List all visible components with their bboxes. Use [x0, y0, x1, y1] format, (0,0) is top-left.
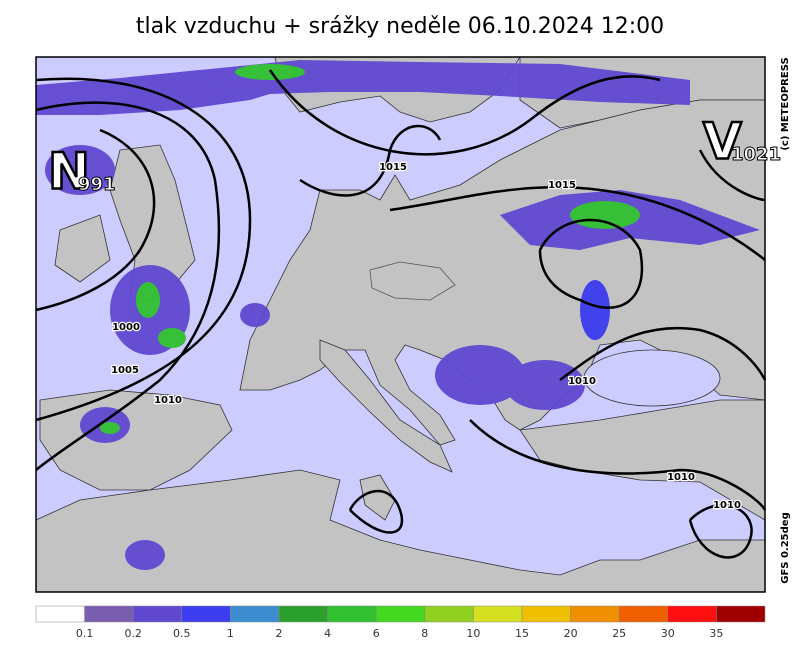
- colorbar-label: 0.2: [124, 627, 142, 640]
- map-area: [35, 56, 767, 593]
- colorbar-swatch: [473, 605, 523, 623]
- colorbar-label: 15: [515, 627, 529, 640]
- map-frame: [35, 56, 766, 593]
- colorbar-label: 35: [709, 627, 723, 640]
- isobars: [35, 69, 767, 559]
- colorbar-label: 25: [612, 627, 626, 640]
- isobar-label: 1010: [568, 376, 596, 387]
- colorbar-swatch: [570, 605, 620, 623]
- colorbar-swatch: [521, 605, 571, 623]
- colorbar-swatch: [327, 605, 377, 623]
- colorbar: 0.1 0.2 0.5 1 2 4 6 8 10 15 20 25 30 35: [35, 605, 766, 640]
- isobar-label: 1010: [154, 395, 182, 406]
- colorbar-swatch: [278, 605, 328, 623]
- colorbar-swatch: [424, 605, 474, 623]
- colorbar-label: 0.5: [173, 627, 191, 640]
- isobar-labels: 1015 1015 1000 1005 1010 1010 1010 1010: [110, 161, 742, 513]
- colorbar-swatch: [667, 605, 717, 623]
- center-letter: N: [48, 143, 90, 201]
- colorbar-label: 20: [564, 627, 578, 640]
- colorbar-swatch: [132, 605, 183, 623]
- colorbar-swatch: [84, 605, 134, 623]
- precipitation: [36, 60, 760, 570]
- colorbar-label: 0.1: [76, 627, 94, 640]
- colorbar-label: 6: [373, 627, 380, 640]
- map-title: tlak vzduchu + srážky neděle 06.10.2024 …: [136, 14, 664, 39]
- isobar-label: 1000: [112, 322, 140, 333]
- colorbar-label: 4: [324, 627, 331, 640]
- colorbar-label: 30: [661, 627, 675, 640]
- colorbar-label: 10: [466, 627, 480, 640]
- colorbar-swatch: [35, 605, 85, 623]
- center-letter: V: [703, 113, 742, 171]
- isobar-label: 1010: [713, 500, 741, 511]
- colorbar-swatch: [230, 605, 280, 623]
- copyright: (c) METEOPRESS: [780, 57, 791, 150]
- colorbar-swatch: [375, 605, 426, 623]
- border: [369, 261, 456, 301]
- center-value: 991: [78, 174, 116, 195]
- colorbar-swatch: [181, 605, 231, 623]
- isobar-label: 1010: [667, 472, 695, 483]
- isobar-label: 1015: [548, 180, 576, 191]
- colorbar-swatch: [716, 605, 766, 623]
- colorbar-label: 1: [227, 627, 234, 640]
- model-label: GFS 0.25deg: [780, 512, 791, 584]
- black-sea: [583, 349, 721, 407]
- isobar-label: 1005: [111, 365, 139, 376]
- isobar-label: 1015: [379, 162, 407, 173]
- colorbar-label: 8: [421, 627, 428, 640]
- colorbar-swatch: [618, 605, 669, 623]
- center-value: 1021: [731, 144, 781, 165]
- colorbar-label: 2: [276, 627, 283, 640]
